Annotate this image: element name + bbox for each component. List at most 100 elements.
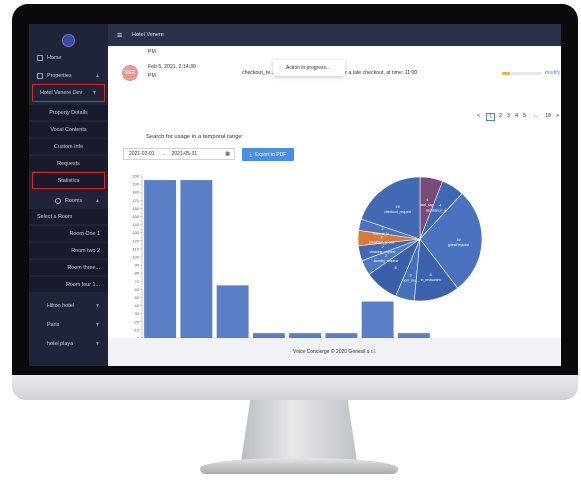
y-tick-label: 50 — [135, 295, 140, 300]
pagination-page[interactable]: 5 — [523, 113, 527, 119]
sidebar-rooms-label: Rooms — [64, 197, 83, 204]
sidebar-item-room[interactable]: Room four 1... — [29, 277, 108, 292]
menu-label: Room One 1 — [69, 230, 100, 237]
pie-category-label: internal_to... — [373, 232, 392, 236]
pie-category-label: room_sea... — [402, 278, 420, 282]
sidebar-item-room[interactable]: Room three... — [29, 260, 108, 275]
action-toast: ◌ Action in progress... — [273, 60, 345, 76]
pie-value-label: 2 — [380, 234, 383, 239]
notification-datetime: Feb 5, 2021, 2:14:30 — [148, 64, 196, 70]
sidebar-item-requests[interactable]: Requests — [29, 156, 108, 171]
download-icon: ⤓ — [249, 151, 252, 158]
pie-value-label: 19 — [456, 237, 461, 242]
sidebar-item-vocal-contents[interactable]: Vocal Contents — [29, 122, 108, 137]
menu-label: Property Details — [49, 109, 88, 116]
pie-value-label: 6 — [395, 265, 398, 270]
calendar-icon[interactable]: ▦ — [225, 151, 230, 157]
date-from[interactable]: 2021-02-01 — [129, 151, 155, 157]
menu-label: Room two 2 — [71, 247, 100, 254]
screen: Home Properties ▲ Hotel Venere Dev ▼ Pro… — [29, 24, 561, 366]
export-pdf-button[interactable]: ⤓ Export to PDF — [242, 148, 294, 161]
pie-value-label: 4 — [439, 202, 442, 207]
monitor-stand — [241, 400, 357, 462]
pie-category-label: cleaning_request — [370, 250, 396, 254]
sidebar-home-label: Home — [47, 54, 62, 61]
pagination-page[interactable]: 18 — [545, 113, 552, 119]
pagination-page[interactable]: 4 — [515, 113, 519, 119]
sidebar-item-hotel[interactable]: Hotel Venere Dev ▼ — [32, 84, 105, 102]
sidebar-item-property-details[interactable]: Property Details — [29, 105, 108, 120]
pagination-next[interactable]: > — [556, 113, 560, 119]
bar — [325, 333, 358, 338]
bar — [144, 180, 177, 338]
bar — [397, 333, 430, 338]
menu-label: Paris — [47, 321, 60, 328]
export-pdf-label: Export to PDF — [254, 151, 287, 158]
menu-label: hotel playa — [47, 340, 74, 347]
bar — [361, 301, 394, 338]
bar — [252, 333, 285, 338]
y-tick-label: 40 — [135, 303, 140, 308]
home-icon — [37, 54, 43, 61]
pie-slice — [360, 176, 421, 240]
sidebar-hotel-label: Hotel Venere Dev — [40, 90, 83, 96]
modify-link[interactable]: modify — [545, 70, 561, 76]
notification-datetime-suffix: PM — [148, 73, 156, 79]
pagination-page-current[interactable]: 1 — [486, 113, 496, 121]
sidebar-item-property[interactable]: Hilton hotel ▼ — [29, 298, 108, 313]
sidebar-item-property[interactable]: Paris ▼ — [29, 317, 108, 332]
chevron-up-icon: ▲ — [95, 72, 100, 79]
y-tick-label: 130 — [132, 230, 139, 235]
sidebar-item-custom-info[interactable]: Custom Info — [29, 139, 108, 154]
previous-row-time: PM — [148, 49, 156, 55]
sidebar-item-properties[interactable]: Properties ▲ — [29, 68, 108, 83]
sidebar-item-rooms[interactable]: Rooms ▲ — [29, 193, 108, 208]
request-type: checkout_re... — [242, 70, 275, 76]
y-tick-label: 10 — [135, 327, 140, 332]
sidebar-item-home[interactable]: Home — [29, 50, 108, 65]
building-icon — [37, 72, 43, 79]
monitor-stand-base — [200, 458, 398, 474]
page-title: Hotel Venere — [132, 32, 164, 38]
pagination-page[interactable]: 3 — [507, 113, 511, 119]
pagination-ellipsis: ... — [533, 113, 538, 119]
pie-category-label: in_restaurant — [421, 278, 441, 282]
menu-label: Requests — [57, 160, 80, 167]
chevron-up-icon: ▲ — [95, 197, 100, 204]
gear-icon — [54, 197, 61, 204]
pie-value-label: 3 — [409, 272, 412, 277]
app-logo — [62, 34, 75, 47]
sidebar-item-statistics[interactable]: Statistics — [32, 172, 105, 189]
pie-value-label: 2 — [381, 226, 384, 231]
y-tick-label: 110 — [133, 246, 140, 251]
main-content: PM SER Feb 5, 2021, 2:14:30 PM checkout_… — [108, 46, 561, 366]
pagination-page[interactable]: 2 — [499, 113, 503, 119]
sidebar-item-room[interactable]: Room two 2 — [29, 243, 108, 258]
toast-text: Action in progress... — [285, 65, 331, 71]
pie-slice — [419, 193, 483, 289]
menu-label: Select a Room — [37, 213, 73, 220]
pie-value-label: 2 — [385, 253, 388, 258]
chevron-down-icon: ▼ — [92, 90, 97, 96]
bar — [216, 285, 249, 338]
pie-value-label: 8 — [430, 272, 433, 277]
y-tick-label: 80 — [135, 271, 140, 276]
chevron-down-icon: ▼ — [95, 302, 100, 309]
chevron-down-icon: ▼ — [95, 340, 100, 347]
date-range-picker[interactable]: 2021-02-01 → 2021-05-31 ▦ — [123, 148, 235, 160]
pie-category-label: towel_sap... — [418, 203, 436, 207]
request-description: for a late checkout, at time: 11:00 — [341, 70, 418, 76]
monitor-chin — [12, 375, 578, 400]
date-to[interactable]: 2021-05-31 — [171, 151, 198, 157]
pagination-prev[interactable]: < — [477, 113, 481, 119]
y-tick-label: 170 — [132, 198, 139, 203]
sidebar-item-room[interactable]: Room One 1 — [29, 226, 108, 241]
sidebar-item-property[interactable]: hotel playa ▼ — [29, 336, 108, 351]
y-tick-label: 90 — [135, 263, 140, 268]
menu-icon[interactable]: ≡ — [117, 30, 123, 40]
y-tick-label: 160 — [132, 206, 139, 211]
sidebar-properties-label: Properties — [47, 72, 72, 79]
y-tick-label: 180 — [132, 190, 139, 195]
menu-label: Statistics — [57, 177, 80, 184]
